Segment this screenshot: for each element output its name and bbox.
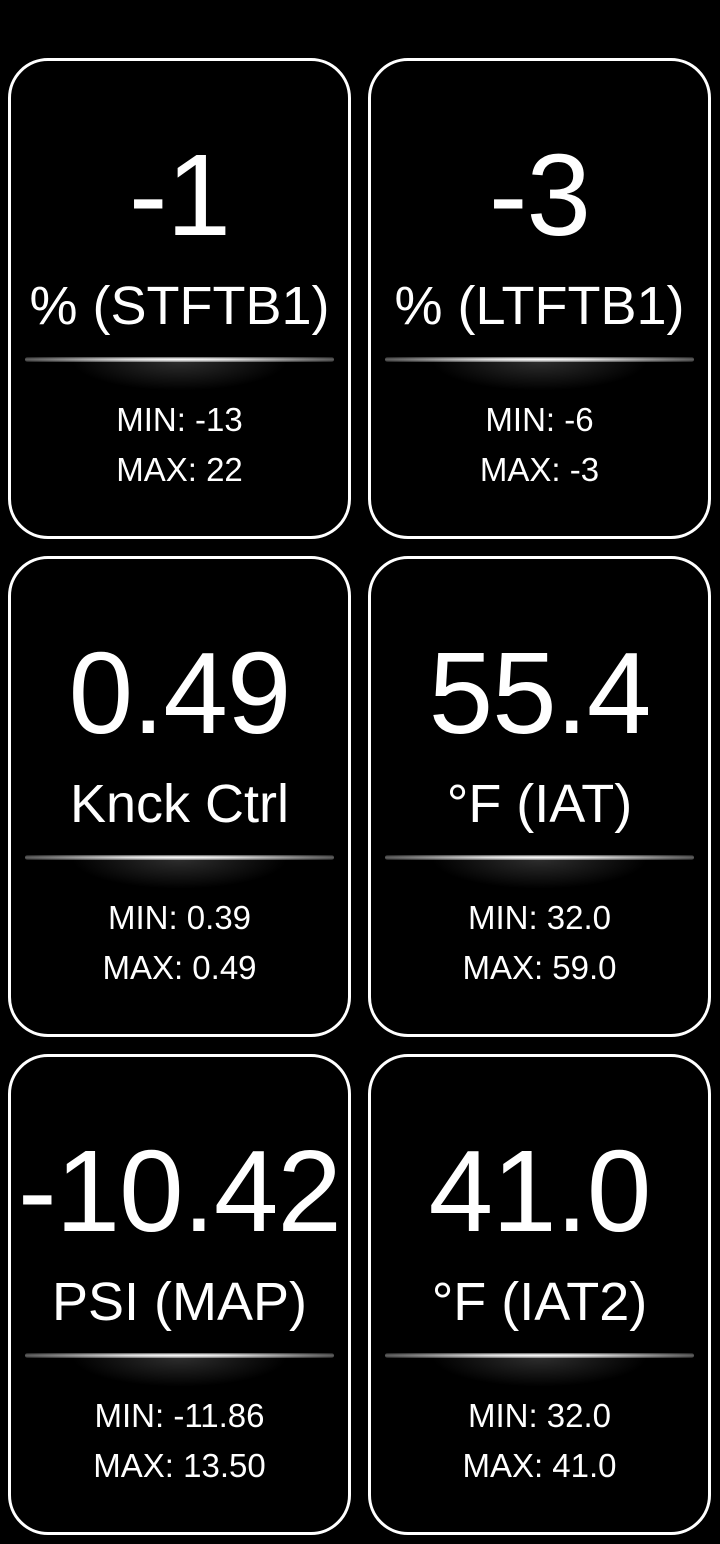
- gauge-value: 55.4: [428, 628, 652, 758]
- gauge-unit-label: % (STFTB1): [29, 276, 330, 336]
- gauge-min: MIN: -6: [485, 401, 594, 438]
- gauge-divider: [25, 1353, 334, 1387]
- gauge-divider: [385, 855, 694, 889]
- gauge-value: -10.42: [18, 1126, 342, 1256]
- gauge-value: 0.49: [68, 628, 292, 758]
- gauge-min: MIN: 0.39: [107, 899, 252, 936]
- gauge-card[interactable]: -3 % (LTFTB1) MIN: -6 MAX: -3: [368, 58, 711, 539]
- gauge-max: MAX: 59.0: [462, 949, 617, 986]
- gauge-min: MIN: -11.86: [94, 1397, 265, 1434]
- gauge-unit-label: % (LTFTB1): [394, 276, 685, 336]
- gauge-divider: [25, 357, 334, 391]
- gauge-card[interactable]: 41.0 °F (IAT2) MIN: 32.0 MAX: 41.0: [368, 1054, 711, 1535]
- gauge-card[interactable]: 55.4 °F (IAT) MIN: 32.0 MAX: 59.0: [368, 556, 711, 1037]
- gauge-divider: [385, 357, 694, 391]
- gauge-card[interactable]: 0.49 Knck Ctrl MIN: 0.39 MAX: 0.49: [8, 556, 351, 1037]
- gauge-card[interactable]: -1 % (STFTB1) MIN: -13 MAX: 22: [8, 58, 351, 539]
- gauge-max: MAX: 13.50: [93, 1447, 266, 1484]
- gauge-value: -1: [128, 130, 231, 260]
- gauge-min: MIN: 32.0: [467, 1397, 612, 1434]
- gauge-max: MAX: 22: [116, 451, 243, 488]
- gauge-min: MIN: 32.0: [467, 899, 612, 936]
- gauge-value: -3: [488, 130, 591, 260]
- gauge-unit-label: °F (IAT): [446, 774, 633, 834]
- gauge-unit-label: Knck Ctrl: [69, 774, 290, 834]
- gauge-max: MAX: 41.0: [462, 1447, 617, 1484]
- gauge-unit-label: PSI (MAP): [51, 1272, 308, 1332]
- gauge-value: 41.0: [428, 1126, 652, 1256]
- gauge-min: MIN: -13: [116, 401, 243, 438]
- gauge-card[interactable]: -10.42 PSI (MAP) MIN: -11.86 MAX: 13.50: [8, 1054, 351, 1535]
- gauge-divider: [385, 1353, 694, 1387]
- gauge-max: MAX: 0.49: [102, 949, 257, 986]
- gauge-unit-label: °F (IAT2): [431, 1272, 648, 1332]
- gauge-max: MAX: -3: [479, 451, 600, 488]
- gauge-divider: [25, 855, 334, 889]
